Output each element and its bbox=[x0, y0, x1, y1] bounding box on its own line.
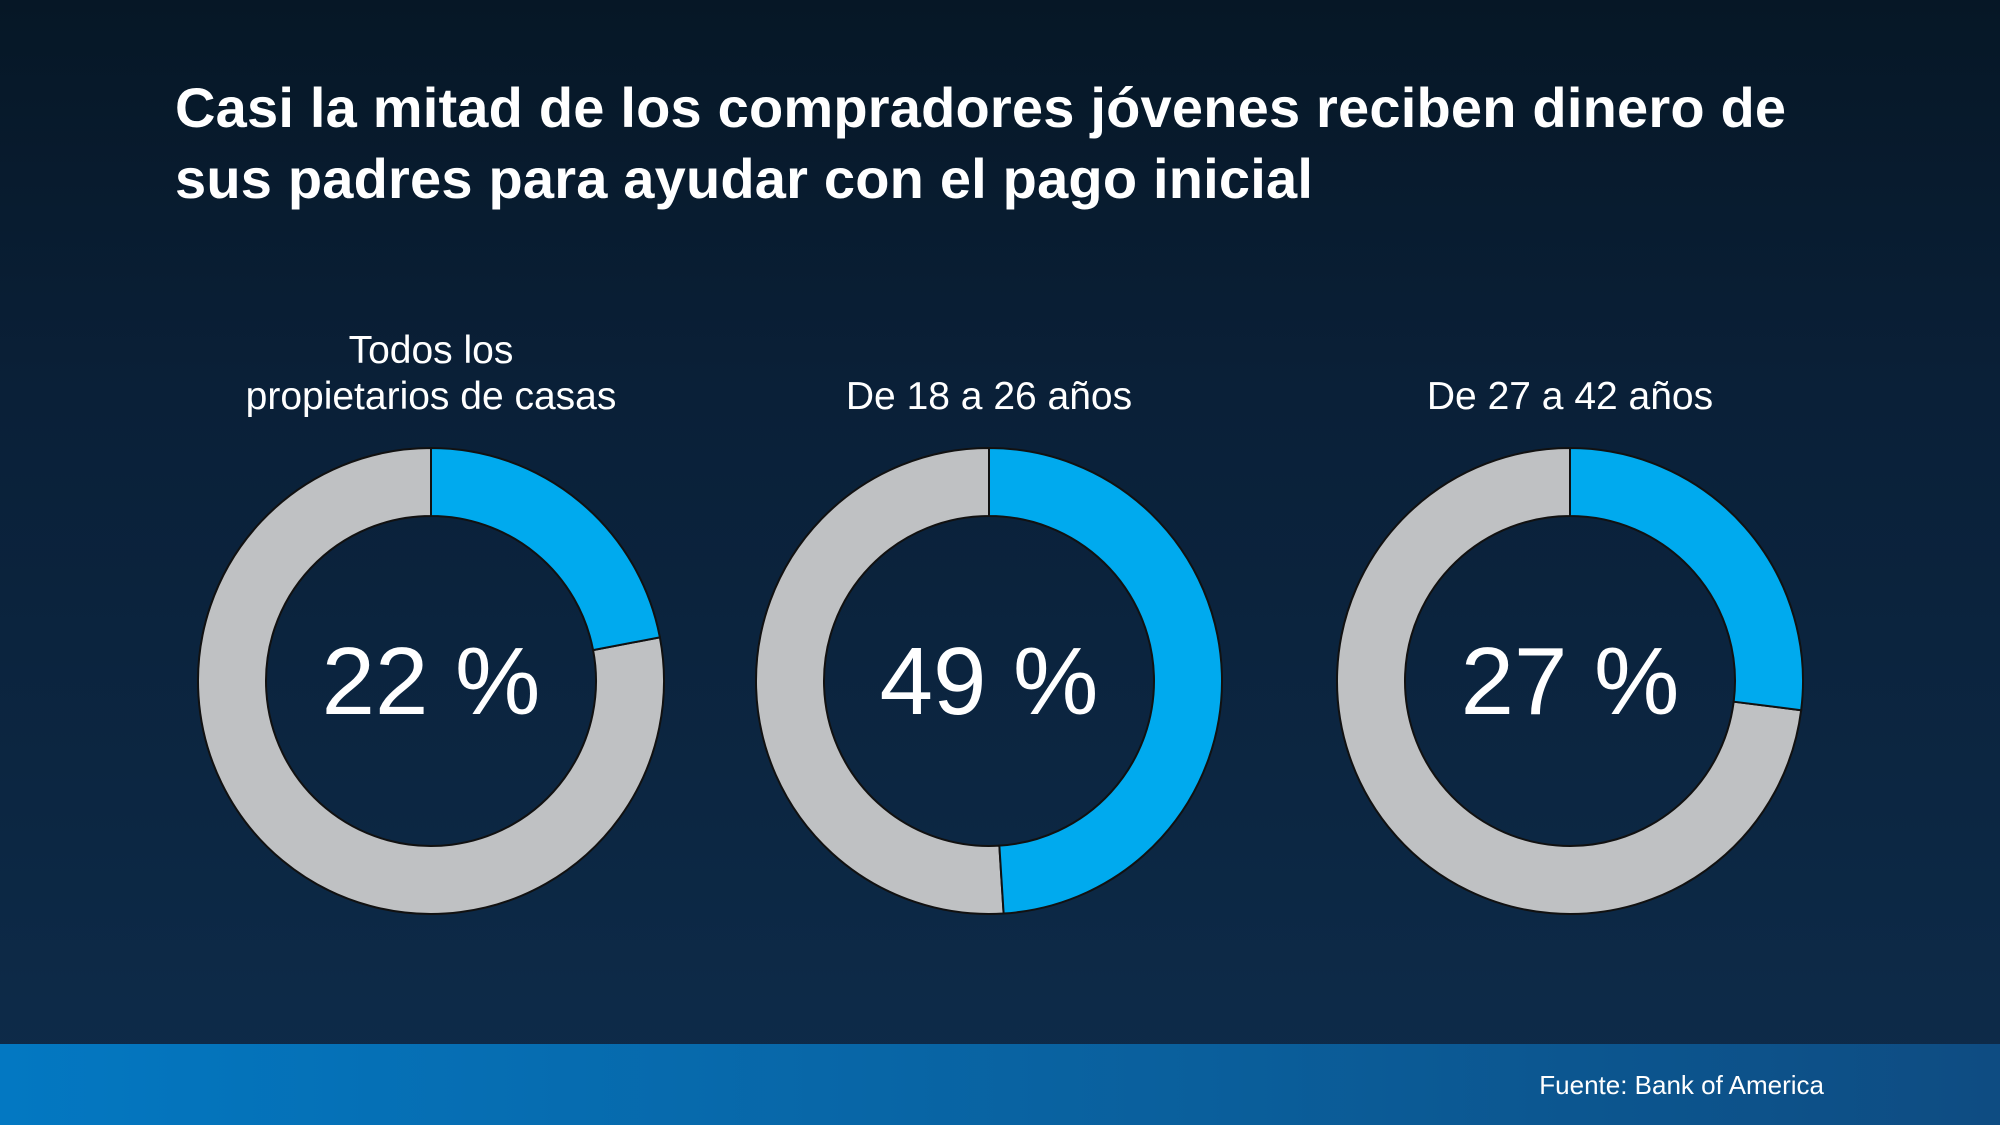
donut-value-slice bbox=[1569, 446, 1804, 712]
chart-category-label: De 18 a 26 años bbox=[846, 375, 1132, 418]
donut-center-value: 27 % bbox=[1461, 628, 1680, 735]
source-note: Fuente: Bank of America bbox=[1539, 1070, 1824, 1100]
donut-remainder-slice bbox=[1336, 446, 1803, 915]
chart-category-label: propietarios de casas bbox=[246, 375, 617, 418]
donut-chart: De 18 a 26 años 49 % bbox=[754, 375, 1223, 915]
footer-bar: Fuente: Bank of America bbox=[0, 1044, 2000, 1125]
donut-value-slice bbox=[988, 446, 1223, 915]
chart-title: Casi la mitad de los compradores jóvenes… bbox=[175, 76, 1787, 210]
donut-center-value: 49 % bbox=[880, 628, 1099, 735]
donut-remainder-slice bbox=[197, 446, 665, 915]
donut-value-slice bbox=[430, 446, 662, 652]
donut-chart: De 27 a 42 años 27 % bbox=[1336, 375, 1804, 915]
chart-category-label: Todos los bbox=[349, 329, 514, 372]
chart-category-label: De 27 a 42 años bbox=[1427, 375, 1713, 418]
donut-remainder-slice bbox=[754, 446, 1005, 915]
donut-center-value: 22 % bbox=[322, 628, 541, 735]
